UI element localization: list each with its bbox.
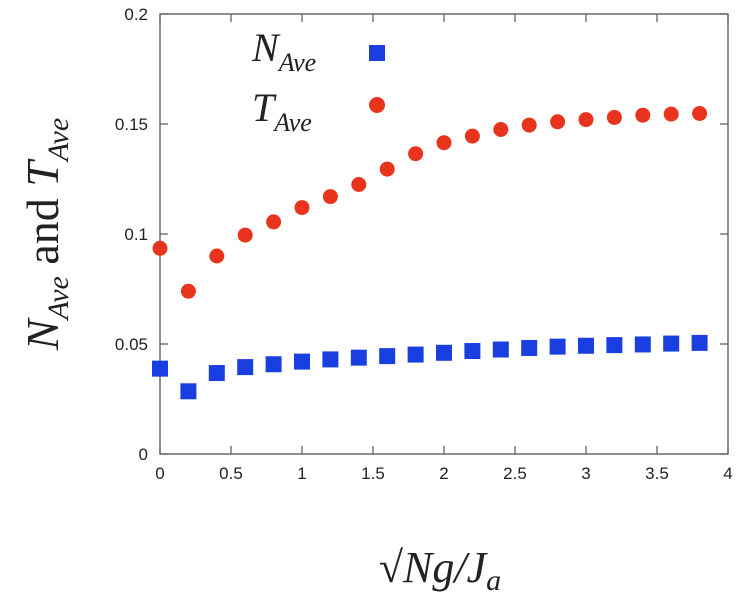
x-tick-label: 0.5: [219, 464, 243, 483]
data-point-n-ave: [350, 349, 367, 366]
x-tick-label: 1: [297, 464, 306, 483]
data-point-n-ave: [208, 365, 225, 382]
data-point-n-ave: [634, 336, 651, 353]
legend-marker-t: [369, 97, 385, 113]
data-point-t-ave: [606, 109, 622, 125]
series-n-ave: [152, 334, 708, 400]
data-point-n-ave: [549, 338, 566, 355]
y-tick-label: 0.15: [115, 115, 148, 134]
data-point-t-ave: [266, 214, 282, 230]
series-layer: [152, 105, 708, 400]
data-point-n-ave: [578, 337, 594, 354]
data-point-n-ave: [237, 359, 254, 376]
data-point-t-ave: [635, 107, 651, 123]
data-point-n-ave: [464, 343, 481, 360]
data-point-n-ave: [152, 360, 168, 377]
x-tick-label: 3: [581, 464, 590, 483]
legend-marker-n: [369, 45, 385, 61]
data-point-t-ave: [692, 105, 708, 121]
x-tick-label: 3.5: [645, 464, 669, 483]
data-point-t-ave: [351, 177, 367, 192]
data-point-n-ave: [407, 346, 424, 363]
data-point-t-ave: [493, 122, 509, 137]
data-point-t-ave: [550, 114, 566, 130]
plot-frame: [159, 13, 729, 455]
data-point-n-ave: [322, 351, 339, 368]
y-tick-label: 0.2: [124, 5, 148, 24]
series-t-ave: [152, 105, 708, 299]
data-point-t-ave: [180, 283, 196, 299]
data-point-t-ave: [379, 161, 395, 177]
data-point-n-ave: [294, 353, 310, 370]
data-point-t-ave: [209, 248, 225, 264]
data-point-t-ave: [436, 135, 452, 151]
x-tick-label: 2.5: [503, 464, 527, 483]
data-point-t-ave: [152, 240, 168, 256]
data-point-t-ave: [464, 128, 480, 144]
data-point-n-ave: [606, 337, 623, 354]
data-point-n-ave: [521, 339, 538, 356]
y-tick-label: 0.05: [115, 335, 148, 354]
data-point-n-ave: [492, 341, 509, 358]
data-point-n-ave: [663, 335, 680, 352]
legend-label-n: NAve: [251, 25, 316, 77]
data-point-t-ave: [663, 106, 679, 122]
data-point-t-ave: [578, 112, 594, 128]
x-tick-label: 4: [723, 464, 732, 483]
data-point-t-ave: [237, 227, 253, 243]
data-point-n-ave: [691, 334, 708, 351]
data-point-t-ave: [294, 200, 310, 216]
data-point-n-ave: [436, 344, 452, 361]
y-tick-label: 0: [139, 445, 148, 464]
data-point-t-ave: [322, 189, 338, 205]
legend: NAve TAve: [251, 25, 385, 137]
x-tick-label: 1.5: [361, 464, 385, 483]
x-tick-label: 0: [155, 464, 164, 483]
x-tick-labels: 0 0.5 1 1.5 2 2.5 3 3.5 4: [155, 464, 732, 483]
x-tick-label: 2: [439, 464, 448, 483]
data-point-t-ave: [521, 117, 537, 133]
data-point-n-ave: [180, 383, 197, 400]
legend-label-t: TAve: [252, 85, 312, 137]
data-point-t-ave: [408, 146, 424, 162]
x-axis-title: √Ng/Ja: [379, 543, 501, 597]
data-point-n-ave: [265, 356, 282, 373]
y-tick-labels: 0 0.05 0.1 0.15 0.2: [115, 5, 148, 464]
y-axis-title: NAve and TAve: [17, 118, 75, 351]
y-tick-label: 0.1: [124, 225, 148, 244]
data-point-n-ave: [379, 348, 396, 365]
